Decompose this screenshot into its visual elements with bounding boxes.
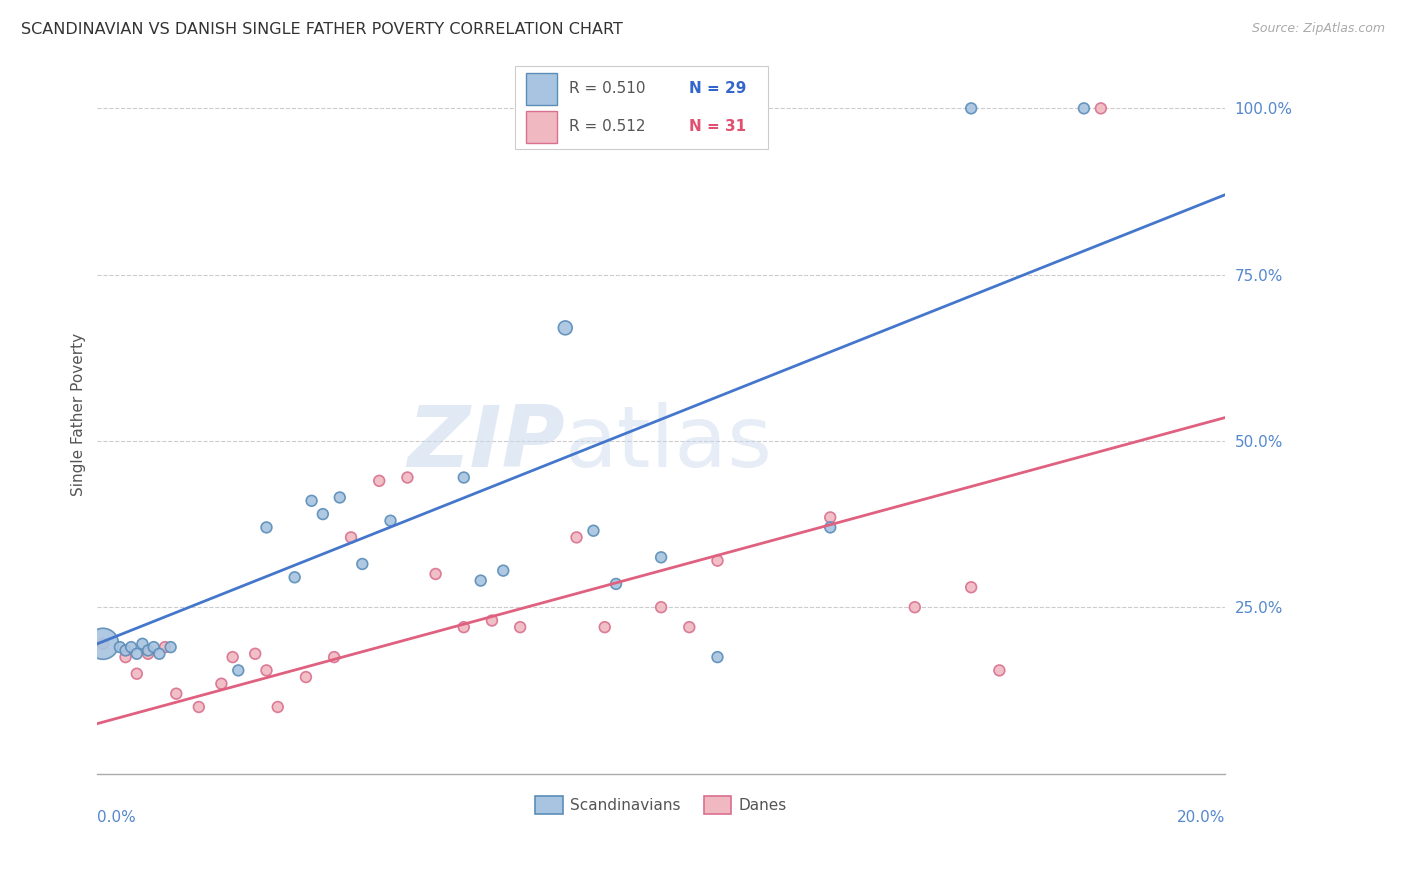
Point	[142, 640, 165, 654]
Point	[267, 700, 290, 714]
Point	[91, 637, 114, 651]
Y-axis label: Single Father Poverty: Single Father Poverty	[72, 333, 86, 496]
Point	[136, 647, 159, 661]
Point	[1073, 101, 1095, 115]
Point	[582, 524, 605, 538]
FancyBboxPatch shape	[515, 66, 768, 149]
Point	[256, 664, 278, 678]
Point	[108, 640, 131, 654]
Point	[295, 670, 318, 684]
Point	[593, 620, 616, 634]
Point	[988, 664, 1011, 678]
Point	[425, 566, 447, 581]
Point	[125, 647, 148, 661]
Text: ZIP: ZIP	[408, 401, 565, 484]
Point	[136, 643, 159, 657]
Point	[554, 321, 576, 335]
Point	[165, 687, 187, 701]
Point	[481, 614, 503, 628]
Point	[131, 637, 153, 651]
Point	[329, 491, 352, 505]
Point	[153, 640, 176, 654]
Text: N = 31: N = 31	[689, 120, 747, 135]
Point	[605, 577, 627, 591]
Point	[114, 643, 136, 657]
Text: N = 29: N = 29	[689, 81, 747, 96]
Point	[125, 666, 148, 681]
Point	[340, 530, 363, 544]
Point	[453, 470, 475, 484]
Text: atlas: atlas	[565, 401, 773, 484]
Point	[312, 507, 335, 521]
Point	[818, 510, 841, 524]
Point	[352, 557, 374, 571]
Point	[1090, 101, 1112, 115]
Point	[960, 580, 983, 594]
Point	[187, 700, 209, 714]
Point	[650, 600, 672, 615]
Point	[650, 550, 672, 565]
Point	[221, 650, 243, 665]
Point	[323, 650, 346, 665]
Text: R = 0.510: R = 0.510	[568, 81, 645, 96]
Legend: Scandinavians, Danes: Scandinavians, Danes	[529, 790, 793, 820]
Point	[284, 570, 307, 584]
Point	[396, 470, 419, 484]
Text: SCANDINAVIAN VS DANISH SINGLE FATHER POVERTY CORRELATION CHART: SCANDINAVIAN VS DANISH SINGLE FATHER POV…	[21, 22, 623, 37]
Point	[380, 514, 402, 528]
Point	[301, 493, 323, 508]
Text: 0.0%: 0.0%	[97, 810, 136, 825]
Point	[509, 620, 531, 634]
Point	[565, 530, 588, 544]
Point	[818, 520, 841, 534]
Point	[114, 650, 136, 665]
Point	[226, 664, 249, 678]
Text: Source: ZipAtlas.com: Source: ZipAtlas.com	[1251, 22, 1385, 36]
Point	[148, 647, 170, 661]
Point	[706, 554, 728, 568]
Point	[256, 520, 278, 534]
Point	[470, 574, 492, 588]
Point	[91, 637, 114, 651]
Point	[159, 640, 181, 654]
Point	[209, 676, 232, 690]
Point	[120, 640, 142, 654]
Point	[453, 620, 475, 634]
Point	[245, 647, 267, 661]
Point	[960, 101, 983, 115]
Point	[904, 600, 927, 615]
Text: 20.0%: 20.0%	[1177, 810, 1225, 825]
Text: R = 0.512: R = 0.512	[568, 120, 645, 135]
Bar	[526, 73, 557, 105]
Point	[368, 474, 391, 488]
Point	[492, 564, 515, 578]
Bar	[526, 111, 557, 143]
Point	[706, 650, 728, 665]
Point	[678, 620, 700, 634]
